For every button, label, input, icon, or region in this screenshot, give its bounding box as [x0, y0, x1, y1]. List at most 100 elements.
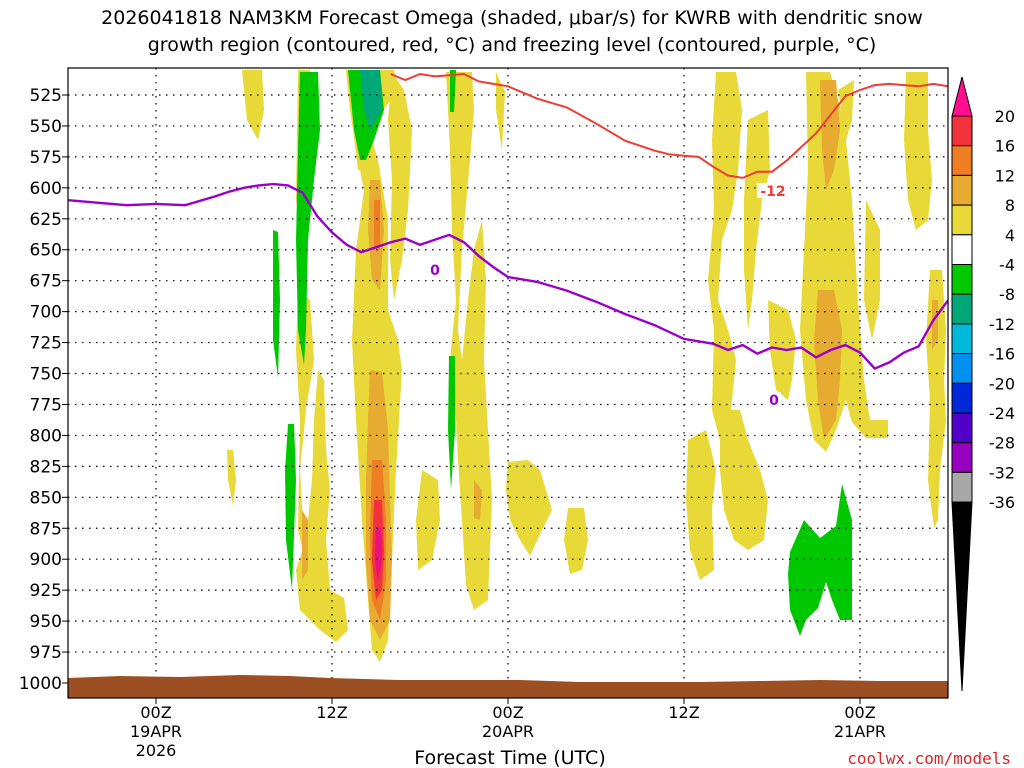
colorbar-label: 12	[995, 166, 1015, 185]
watermark: coolwx.com/models	[847, 749, 1011, 768]
plot-area	[68, 68, 948, 698]
colorbar-top-arrow	[951, 76, 973, 117]
colorbar-bottom-arrow	[951, 501, 973, 692]
y-tick-label: 725	[30, 334, 62, 354]
colorbar-label: -12	[989, 315, 1015, 334]
colorbar-segment	[951, 234, 973, 266]
colorbar-label: -8	[999, 285, 1015, 304]
colorbar-label: -36	[989, 493, 1015, 512]
y-tick-label: 825	[30, 457, 62, 477]
omega-region	[242, 70, 264, 140]
omega-region	[720, 410, 768, 550]
omega-region	[474, 480, 482, 520]
colorbar-segment	[951, 145, 973, 176]
dgz-minus12-contour	[390, 72, 948, 179]
y-tick-label: 925	[30, 581, 62, 601]
colorbar-segment	[951, 471, 973, 503]
omega-region	[744, 110, 770, 330]
colorbar-label: -24	[989, 404, 1015, 423]
colorbar-segment	[951, 293, 973, 325]
omega-region	[904, 72, 932, 230]
freezing-label-2: 0	[769, 393, 779, 409]
y-tick-label: 875	[30, 519, 62, 539]
colorbar: 20 16 12 8 4 -4 -8 -12 -16 -20 -24 -28 -32 -36	[951, 76, 1015, 692]
y-tick-label: 900	[30, 550, 62, 570]
omega-region	[374, 200, 380, 250]
colorbar-segment	[951, 323, 973, 355]
y-tick-label: 675	[30, 272, 62, 292]
omega-region	[296, 290, 314, 600]
y-tick-label: 800	[30, 426, 62, 446]
omega-region	[506, 460, 552, 556]
y-tick-label: 575	[30, 148, 62, 168]
omega-region	[788, 484, 852, 636]
colorbar-label: -28	[989, 434, 1015, 453]
omega-region	[416, 470, 440, 570]
colorbar-label: -16	[989, 345, 1015, 364]
omega-minus12-region	[360, 70, 382, 130]
colorbar-segment	[951, 264, 973, 295]
colorbar-label: 16	[995, 137, 1015, 156]
omega-region	[296, 370, 348, 642]
colorbar-label: -4	[999, 256, 1015, 275]
omega-region	[388, 72, 412, 300]
y-tick-label: 700	[30, 303, 62, 323]
vertical-grid	[155, 68, 861, 698]
x-tick-label: 12Z	[316, 703, 347, 722]
omega-region	[296, 72, 320, 365]
omega-region	[227, 450, 236, 506]
y-tick-label: 1000	[19, 674, 62, 694]
omega-region	[285, 424, 296, 590]
colorbar-segment	[951, 382, 973, 414]
y-tick-label: 650	[30, 241, 62, 261]
freezing-level-contour	[68, 182, 948, 371]
colorbar-segment	[951, 442, 973, 473]
x-tick-label: 2026	[136, 741, 177, 760]
colorbar-segment	[951, 412, 973, 444]
omega-region	[864, 200, 880, 340]
omega-region	[564, 508, 588, 574]
x-tick-label: 21APR	[834, 722, 886, 741]
colorbar-segment	[951, 115, 973, 147]
omega-region	[932, 300, 938, 350]
omega-region	[820, 80, 840, 190]
colorbar-segment	[951, 353, 973, 384]
omega-region	[450, 70, 456, 112]
x-tick-label: 20APR	[482, 722, 534, 741]
x-tick-label: 00Z	[140, 703, 171, 722]
colorbar-label: -32	[989, 463, 1015, 482]
contour-labels: 0 0 -12	[428, 183, 790, 409]
omega-region	[446, 72, 492, 610]
y-tick-label: 850	[30, 488, 62, 508]
colorbar-segment	[951, 174, 973, 206]
chart-title-line1: 2026041818 NAM3KM Forecast Omega (shaded…	[101, 7, 923, 29]
y-tick-label: 625	[30, 210, 62, 230]
y-axis: 525 550 575 600 625 650 675 700 725 750 775 800 825 8…	[19, 86, 68, 694]
x-axis-title: Forecast Time (UTC)	[414, 747, 605, 768]
omega-region	[926, 270, 946, 528]
omega-region	[686, 430, 716, 580]
colorbar-segment	[951, 204, 973, 236]
omega-region	[814, 290, 842, 440]
omega-region	[496, 72, 505, 150]
y-tick-label: 750	[30, 365, 62, 385]
y-tick-label: 975	[30, 643, 62, 663]
omega-region	[448, 356, 455, 490]
colorbar-label: -20	[989, 374, 1015, 393]
y-tick-label: 950	[30, 612, 62, 632]
colorbar-label: 4	[1005, 226, 1015, 245]
colorbar-label: 20	[995, 107, 1015, 126]
x-tick-label: 12Z	[668, 703, 699, 722]
omega-region	[708, 72, 742, 440]
y-tick-label: 600	[30, 179, 62, 199]
x-tick-label: 19APR	[130, 722, 182, 741]
dgz-label: -12	[760, 184, 785, 200]
y-tick-label: 525	[30, 86, 62, 106]
omega-region	[302, 510, 308, 580]
colorbar-label: 8	[1005, 196, 1015, 215]
freezing-label-1: 0	[430, 263, 440, 279]
omega-plus20-region	[375, 528, 382, 582]
x-tick-label: 00Z	[492, 703, 523, 722]
